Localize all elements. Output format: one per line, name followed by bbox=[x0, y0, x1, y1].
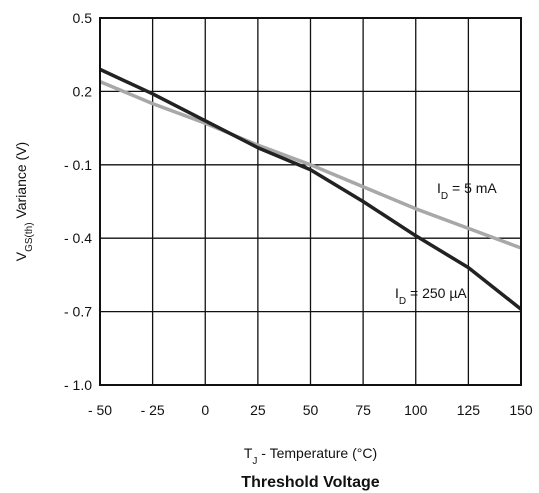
x-tick-label: 0 bbox=[201, 402, 209, 418]
series-label-5ma: ID = 5 mA bbox=[437, 180, 497, 202]
y-tick-label: - 0.1 bbox=[64, 157, 92, 173]
series-label-5ma-rest: = 5 mA bbox=[448, 180, 497, 196]
series-label-250ua-rest: = 250 µA bbox=[406, 285, 467, 301]
grid bbox=[99, 17, 522, 386]
series-line-1 bbox=[99, 67, 523, 311]
x-tick-label: 25 bbox=[250, 402, 266, 418]
chart-caption: Threshold Voltage bbox=[241, 474, 379, 491]
y-tick-label: - 1.0 bbox=[64, 377, 92, 393]
x-tick-labels: - 50 - 25 0 25 50 75 100 125 150 bbox=[88, 402, 533, 418]
series-label-250ua-sub: D bbox=[399, 296, 406, 307]
y-tick-label: - 0.4 bbox=[64, 230, 92, 246]
series-label-5ma-sub: D bbox=[441, 191, 448, 202]
y-tick-label: - 0.7 bbox=[64, 304, 92, 320]
y-tick-label: 0.2 bbox=[73, 83, 93, 99]
y-axis-title-rest: Variance (V) bbox=[13, 142, 29, 223]
x-tick-label: 50 bbox=[303, 402, 319, 418]
x-tick-label: 125 bbox=[457, 402, 481, 418]
y-tick-labels: 0.5 0.2 - 0.1 - 0.4 - 0.7 - 1.0 bbox=[64, 10, 92, 393]
y-tick-label: 0.5 bbox=[73, 10, 93, 26]
x-tick-label: 100 bbox=[404, 402, 428, 418]
x-axis-title-rest: - Temperature (°C) bbox=[257, 445, 377, 461]
series-label-5ma-main: I bbox=[437, 180, 441, 196]
x-tick-label: - 25 bbox=[141, 402, 165, 418]
plot-frame bbox=[99, 17, 522, 386]
y-axis-title-main: V bbox=[13, 251, 29, 261]
x-tick-label: - 50 bbox=[88, 402, 112, 418]
x-tick-label: 75 bbox=[355, 402, 371, 418]
y-axis-title-sub: GS(th) bbox=[24, 222, 35, 251]
x-tick-label: 150 bbox=[509, 402, 533, 418]
series-label-250ua: ID = 250 µA bbox=[395, 285, 467, 307]
series-line-0 bbox=[99, 79, 522, 250]
y-axis-title: VGS(th) Variance (V) bbox=[13, 142, 35, 261]
x-axis-title-main: T bbox=[244, 445, 253, 461]
series-layer bbox=[99, 67, 523, 311]
series-label-250ua-main: I bbox=[395, 285, 399, 301]
x-axis-title-sub: J bbox=[252, 456, 257, 467]
x-axis-title: TJ - Temperature (°C) bbox=[244, 445, 377, 467]
